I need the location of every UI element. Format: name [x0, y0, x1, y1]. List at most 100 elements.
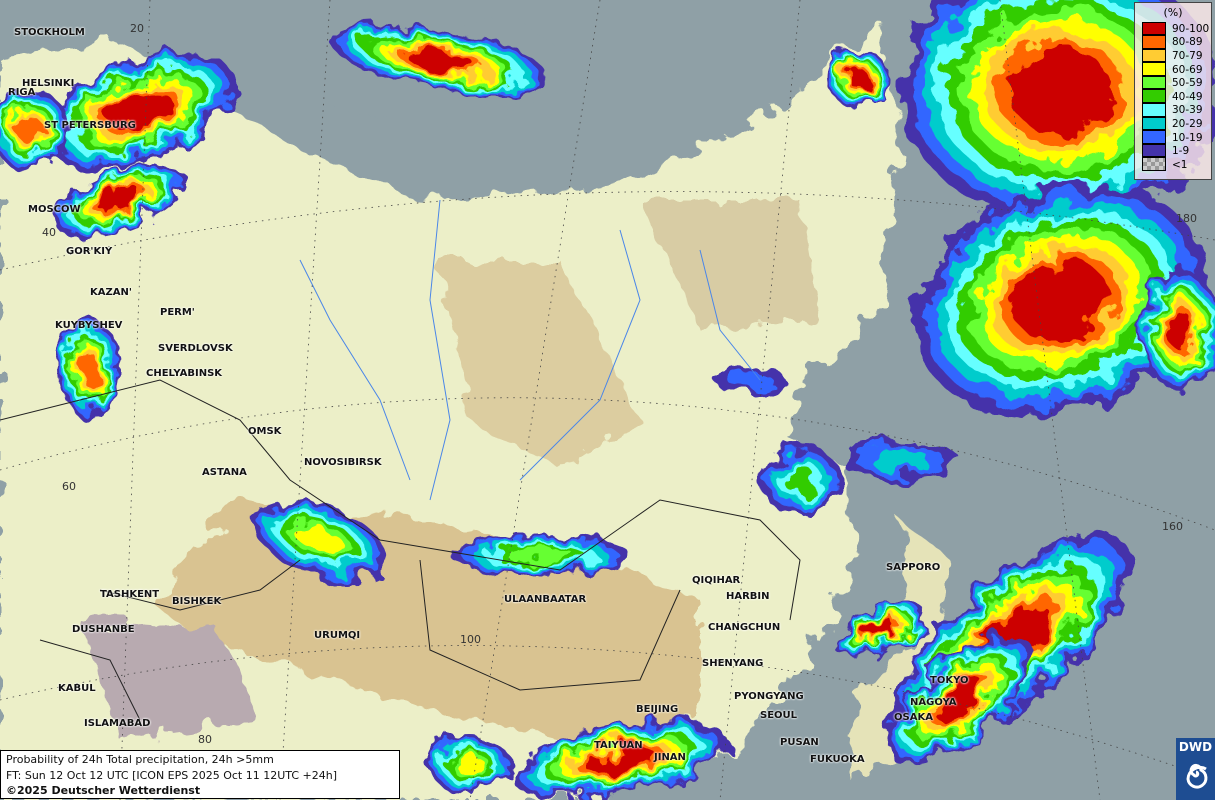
legend-item: 1-9	[1142, 143, 1211, 158]
probability-contour	[728, 370, 772, 390]
probability-contour	[584, 747, 656, 773]
legend-swatch	[1142, 130, 1166, 144]
legend-swatch	[1142, 89, 1166, 104]
precipitation-area	[715, 365, 785, 395]
city-label: BISHKEK	[172, 596, 222, 607]
probability-contour	[506, 547, 574, 563]
legend-swatch	[1142, 157, 1166, 172]
dwd-logo: DWD	[1176, 738, 1215, 800]
graticule-label: 180	[1176, 212, 1197, 225]
spiral-icon	[1185, 763, 1207, 789]
legend-label: 20-29	[1172, 117, 1203, 130]
graticule-label: 80	[198, 733, 212, 746]
legend-swatch	[1142, 103, 1166, 117]
probability-contour	[870, 450, 930, 470]
probability-contour	[864, 621, 896, 639]
probability-contour	[455, 754, 485, 776]
legend-label: 90-100	[1172, 22, 1210, 35]
legend-item: 80-89	[1142, 35, 1211, 50]
probability-contour	[784, 466, 816, 494]
legend: (%) 90-100 80-89 70-79 60-69 50-59 40-49 30-39…	[1134, 2, 1212, 180]
city-label: TAIYUAN	[594, 740, 643, 751]
city-label: ULAANBAATAR	[504, 594, 587, 605]
legend-label: <1	[1172, 158, 1188, 171]
city-label: TASHKENT	[100, 589, 160, 600]
legend-item: 30-39	[1142, 103, 1211, 118]
legend-label: 30-39	[1172, 104, 1203, 117]
city-label: HARBIN	[726, 591, 770, 602]
land-mass	[0, 20, 960, 800]
legend-item: 70-79	[1142, 48, 1211, 63]
probability-contour	[1167, 310, 1193, 350]
precipitation-area	[760, 445, 840, 515]
legend-label: 70-79	[1172, 49, 1203, 62]
precipitation-area	[0, 90, 70, 170]
city-label: CHANGCHUN	[708, 622, 781, 633]
city-label: SAPPORO	[886, 562, 941, 573]
graticule-label: 60	[62, 480, 76, 493]
legend-item: 90-100	[1142, 21, 1211, 36]
probability-contour	[850, 70, 870, 90]
city-label: JINAN	[654, 752, 686, 763]
legend-swatch	[1142, 75, 1166, 90]
probability-contour	[108, 91, 172, 129]
forecast-time: FT: Sun 12 Oct 12 UTC [ICON EPS 2025 Oct…	[6, 768, 338, 782]
legend-unit: (%)	[1163, 6, 1183, 19]
legend-item: 50-59	[1142, 75, 1211, 90]
city-label: GOR'KIY	[66, 246, 113, 257]
graticule-label: 20	[130, 22, 144, 35]
city-label: SHENYANG	[702, 658, 764, 669]
city-label: PERM'	[160, 307, 195, 318]
legend-item: 40-49	[1142, 89, 1211, 104]
city-label: BEIJING	[636, 704, 679, 715]
city-label: MOSCOW	[28, 204, 81, 215]
copyright: ©2025 Deutscher Wetterdienst	[6, 784, 201, 797]
precipitation-area	[44, 51, 236, 169]
city-label: KABUL	[58, 683, 96, 694]
city-label: KAZAN'	[90, 287, 132, 298]
legend-item: 60-69	[1142, 62, 1211, 77]
probability-contour	[936, 678, 984, 722]
logo-text: DWD	[1178, 740, 1213, 754]
city-label: DUSHANBE	[72, 624, 135, 635]
legend-label: 50-59	[1172, 77, 1203, 90]
legend-swatch	[1142, 48, 1166, 63]
city-label: STOCKHOLM	[14, 27, 85, 38]
legend-swatch	[1142, 116, 1166, 131]
precipitation-area	[886, 634, 1034, 766]
city-label: SVERDLOVSK	[158, 343, 233, 354]
precipitation-area	[331, 24, 549, 96]
city-label: ST PETERSBURG	[44, 120, 136, 131]
probability-contour	[296, 525, 344, 555]
precipitation-area	[1140, 270, 1215, 390]
precipitation-area	[840, 440, 960, 480]
precipitation-area	[430, 735, 510, 795]
precipitation-area	[914, 184, 1206, 416]
precipitation-area	[53, 163, 187, 237]
legend-swatch	[1142, 35, 1166, 49]
probability-contour	[1008, 47, 1112, 133]
map-title: Probability of 24h Total precipitation, …	[6, 753, 274, 766]
city-label: NAGOYA	[910, 697, 957, 708]
precipitation-area	[450, 535, 630, 575]
precipitation-area	[832, 604, 928, 656]
city-label: OSAKA	[894, 712, 933, 723]
graticule-label: 100	[460, 633, 481, 646]
city-label: HELSINKI	[22, 78, 75, 89]
legend-label: 80-89	[1172, 36, 1203, 49]
country-borders	[0, 379, 801, 721]
city-label: PUSAN	[780, 737, 819, 748]
legend-label: 40-49	[1172, 90, 1203, 103]
city-label: SEOUL	[760, 710, 798, 721]
city-label: URUMQI	[314, 630, 361, 641]
city-label: FUKUOKA	[810, 754, 865, 765]
graticule-label: 160	[1162, 520, 1183, 533]
precipitation-area	[253, 499, 387, 581]
probability-contour	[1012, 262, 1108, 338]
precipitation-area	[900, 0, 1215, 220]
precipitation-area	[60, 320, 120, 420]
probability-contour	[98, 187, 142, 213]
city-label: NOVOSIBIRSK	[304, 457, 382, 468]
legend-item: 10-19	[1142, 130, 1211, 145]
